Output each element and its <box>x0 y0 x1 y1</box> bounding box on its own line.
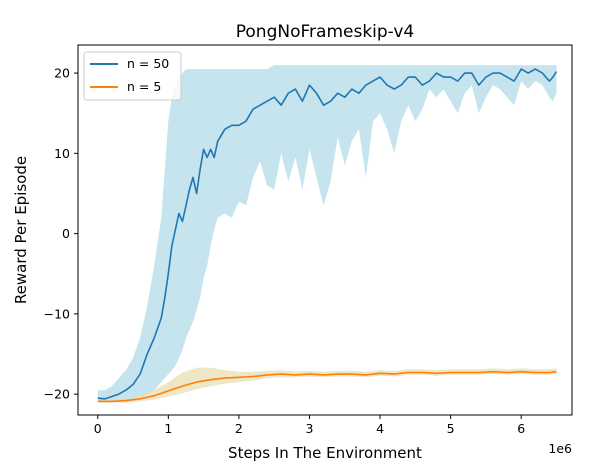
y-tick-label: −20 <box>44 387 70 402</box>
x-tick-label: 2 <box>235 421 243 436</box>
legend-label-n50: n = 50 <box>127 56 169 71</box>
x-tick-label: 5 <box>447 421 455 436</box>
x-tick-label: 1 <box>164 421 172 436</box>
axes-frame <box>77 44 573 416</box>
legend-label-n5: n = 5 <box>127 79 161 94</box>
y-tick-label: 10 <box>54 146 70 161</box>
y-tick-label: 20 <box>54 66 70 81</box>
x-axis-ticks: 0 1 2 3 4 5 6 <box>94 415 525 436</box>
plot-area <box>97 65 558 403</box>
x-axis-label: Steps In The Environment <box>228 444 422 462</box>
band-n50 <box>97 65 557 403</box>
band-n5 <box>97 367 557 403</box>
x-tick-label: 6 <box>517 421 525 436</box>
x-axis-offset-label: 1e6 <box>548 441 572 456</box>
legend: n = 50 n = 5 <box>83 51 182 101</box>
x-tick-label: 4 <box>376 421 384 436</box>
y-axis-ticks: −20 −10 0 10 20 <box>44 66 78 402</box>
series-line-n5 <box>97 370 557 403</box>
y-tick-label: 0 <box>62 226 70 241</box>
y-axis-label: Reward Per Episode <box>12 156 30 304</box>
x-tick-label: 0 <box>94 421 102 436</box>
y-tick-label: −10 <box>44 306 70 321</box>
x-tick-label: 3 <box>305 421 313 436</box>
chart-title: PongNoFrameskip-v4 <box>236 22 414 42</box>
series-line-n50 <box>97 68 558 400</box>
